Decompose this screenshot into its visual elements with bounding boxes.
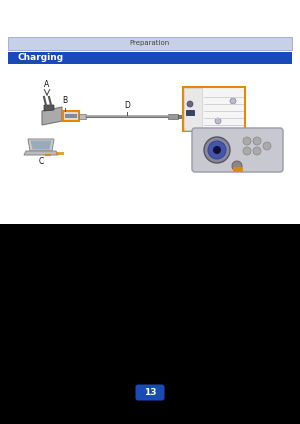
- Circle shape: [204, 137, 230, 163]
- Bar: [65, 114, 77, 118]
- Bar: [0, 0, 300, 224]
- Circle shape: [243, 137, 251, 145]
- Bar: [168, 114, 178, 118]
- Text: A: A: [44, 80, 50, 89]
- Circle shape: [208, 141, 226, 159]
- Circle shape: [263, 142, 271, 150]
- Bar: [8, 52, 292, 64]
- Polygon shape: [42, 107, 62, 125]
- FancyBboxPatch shape: [136, 385, 164, 401]
- Text: C: C: [38, 157, 43, 166]
- Bar: [233, 167, 243, 172]
- Circle shape: [243, 147, 251, 155]
- Text: B: B: [62, 96, 68, 105]
- Bar: [79, 114, 86, 118]
- Circle shape: [253, 147, 261, 155]
- Bar: [184, 88, 202, 130]
- Bar: [8, 37, 292, 50]
- Circle shape: [215, 118, 221, 124]
- Circle shape: [253, 137, 261, 145]
- Polygon shape: [24, 151, 58, 155]
- FancyBboxPatch shape: [192, 128, 283, 172]
- Circle shape: [213, 146, 221, 154]
- Bar: [63, 111, 79, 121]
- Polygon shape: [44, 105, 54, 111]
- Circle shape: [230, 98, 236, 104]
- Circle shape: [232, 161, 242, 171]
- Text: 13: 13: [144, 388, 156, 397]
- Text: D: D: [124, 101, 130, 110]
- Bar: [186, 110, 194, 115]
- Circle shape: [187, 101, 193, 107]
- Bar: [56, 152, 64, 155]
- Polygon shape: [31, 140, 52, 150]
- Bar: [178, 114, 183, 117]
- Text: Charging: Charging: [18, 53, 64, 62]
- Bar: [183, 87, 245, 131]
- Text: Preparation: Preparation: [130, 41, 170, 47]
- Polygon shape: [28, 139, 54, 151]
